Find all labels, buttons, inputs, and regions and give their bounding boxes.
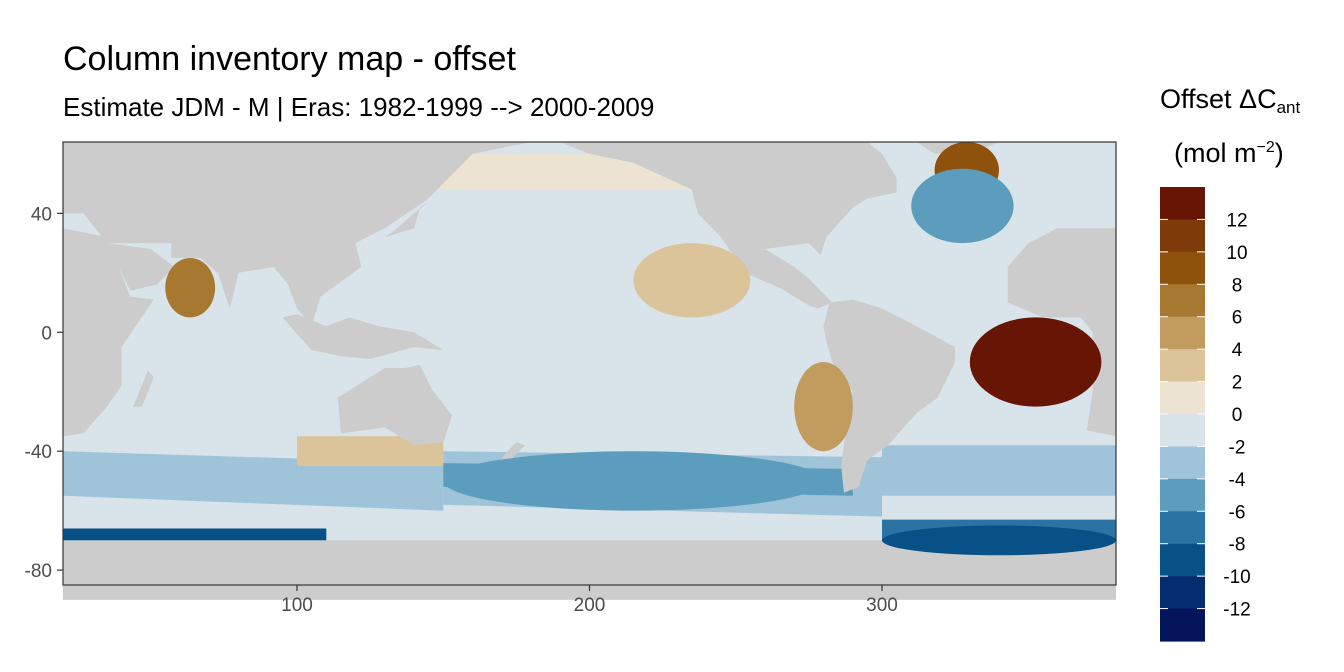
y-axis: 40 0 -40 -80 — [25, 204, 63, 582]
x-tick-label-300: 300 — [866, 595, 898, 616]
legend-bin-7 — [1160, 414, 1205, 448]
ocean-band-11 — [297, 436, 444, 467]
landmass-africa-east — [1007, 228, 1116, 437]
map-panel — [62, 141, 1117, 600]
landmass-indonesia — [282, 314, 444, 359]
y-tick-label--40: -40 — [25, 442, 52, 463]
legend-label-7: -2 — [1229, 437, 1246, 458]
landmass-africa — [63, 228, 154, 437]
legend-unit-suffix: ) — [1274, 138, 1284, 168]
color-legend: 12 10 8 6 4 2 0 -2 -4 -6 -8 -10 -12 — [1160, 187, 1251, 642]
legend-label-3: 6 — [1232, 308, 1243, 329]
y-tick-label--80: -80 — [25, 561, 52, 582]
legend-label-12: -12 — [1223, 600, 1250, 621]
anomaly-region-0 — [165, 258, 216, 318]
legend-unit: (mol m−2) — [1174, 140, 1344, 167]
legend-bin-10 — [1160, 511, 1205, 545]
landmass-japan — [384, 201, 429, 238]
legend-label-4: 4 — [1232, 340, 1243, 361]
legend-label-5: 2 — [1232, 373, 1243, 394]
legend-unit-prefix: (mol m — [1174, 138, 1257, 168]
legend-bin-6 — [1160, 381, 1205, 415]
legend-label-11: -10 — [1223, 567, 1250, 588]
y-tick-label-40: 40 — [31, 204, 52, 225]
ocean-band-6 — [882, 445, 1116, 496]
legend-bin-1 — [1160, 219, 1205, 253]
landmass-south-america — [823, 299, 956, 493]
legend-title-main: Offset ΔC — [1160, 84, 1277, 114]
legend-label-6: 0 — [1232, 405, 1243, 426]
landmass-arabia — [106, 243, 175, 291]
landmass-europe-asia — [63, 142, 531, 327]
legend-bin-2 — [1160, 251, 1205, 285]
anomaly-region-6 — [443, 451, 824, 511]
legend-bin-5 — [1160, 349, 1205, 383]
legend-title: Offset ΔCant — [1160, 84, 1344, 117]
legend-bin-8 — [1160, 446, 1205, 480]
legend-bin-9 — [1160, 478, 1205, 512]
x-tick-label-100: 100 — [281, 595, 313, 616]
chart-subtitle: Estimate JDM - M | Eras: 1982-1999 --> 2… — [63, 92, 655, 122]
legend-label-10: -8 — [1229, 535, 1246, 556]
anomaly-region-4 — [633, 243, 751, 318]
ocean-band-12 — [180, 391, 297, 452]
legend-label-1: 10 — [1226, 243, 1247, 264]
legend-bin-0 — [1160, 187, 1205, 221]
anomaly-region-3 — [911, 168, 1014, 244]
legend-label-9: -6 — [1229, 502, 1246, 523]
legend-bin-3 — [1160, 284, 1205, 318]
ocean-band-8 — [63, 528, 327, 541]
y-tick-label-0: 0 — [41, 323, 52, 344]
legend-bin-13 — [1160, 608, 1205, 642]
anomaly-layer — [165, 142, 1116, 556]
x-axis: 100 200 300 — [281, 585, 898, 616]
legend-bin-12 — [1160, 576, 1205, 610]
chart-title: Column inventory map - offset — [63, 40, 516, 78]
anomaly-region-7 — [882, 525, 1116, 556]
anomaly-region-5 — [794, 362, 853, 452]
legend-title-subscript: ant — [1276, 98, 1301, 117]
landmass-madagascar — [133, 370, 154, 407]
legend-label-0: 12 — [1226, 210, 1247, 231]
legend-label-2: 8 — [1232, 275, 1243, 296]
legend-label-8: -4 — [1229, 470, 1246, 491]
legend-unit-exponent: −2 — [1256, 139, 1275, 156]
legend-bin-11 — [1160, 543, 1205, 577]
legend-bin-4 — [1160, 316, 1205, 350]
x-tick-label-200: 200 — [574, 595, 606, 616]
landmass-australia — [337, 365, 452, 446]
anomaly-region-1 — [969, 317, 1102, 407]
landmass-north-america — [560, 142, 897, 309]
